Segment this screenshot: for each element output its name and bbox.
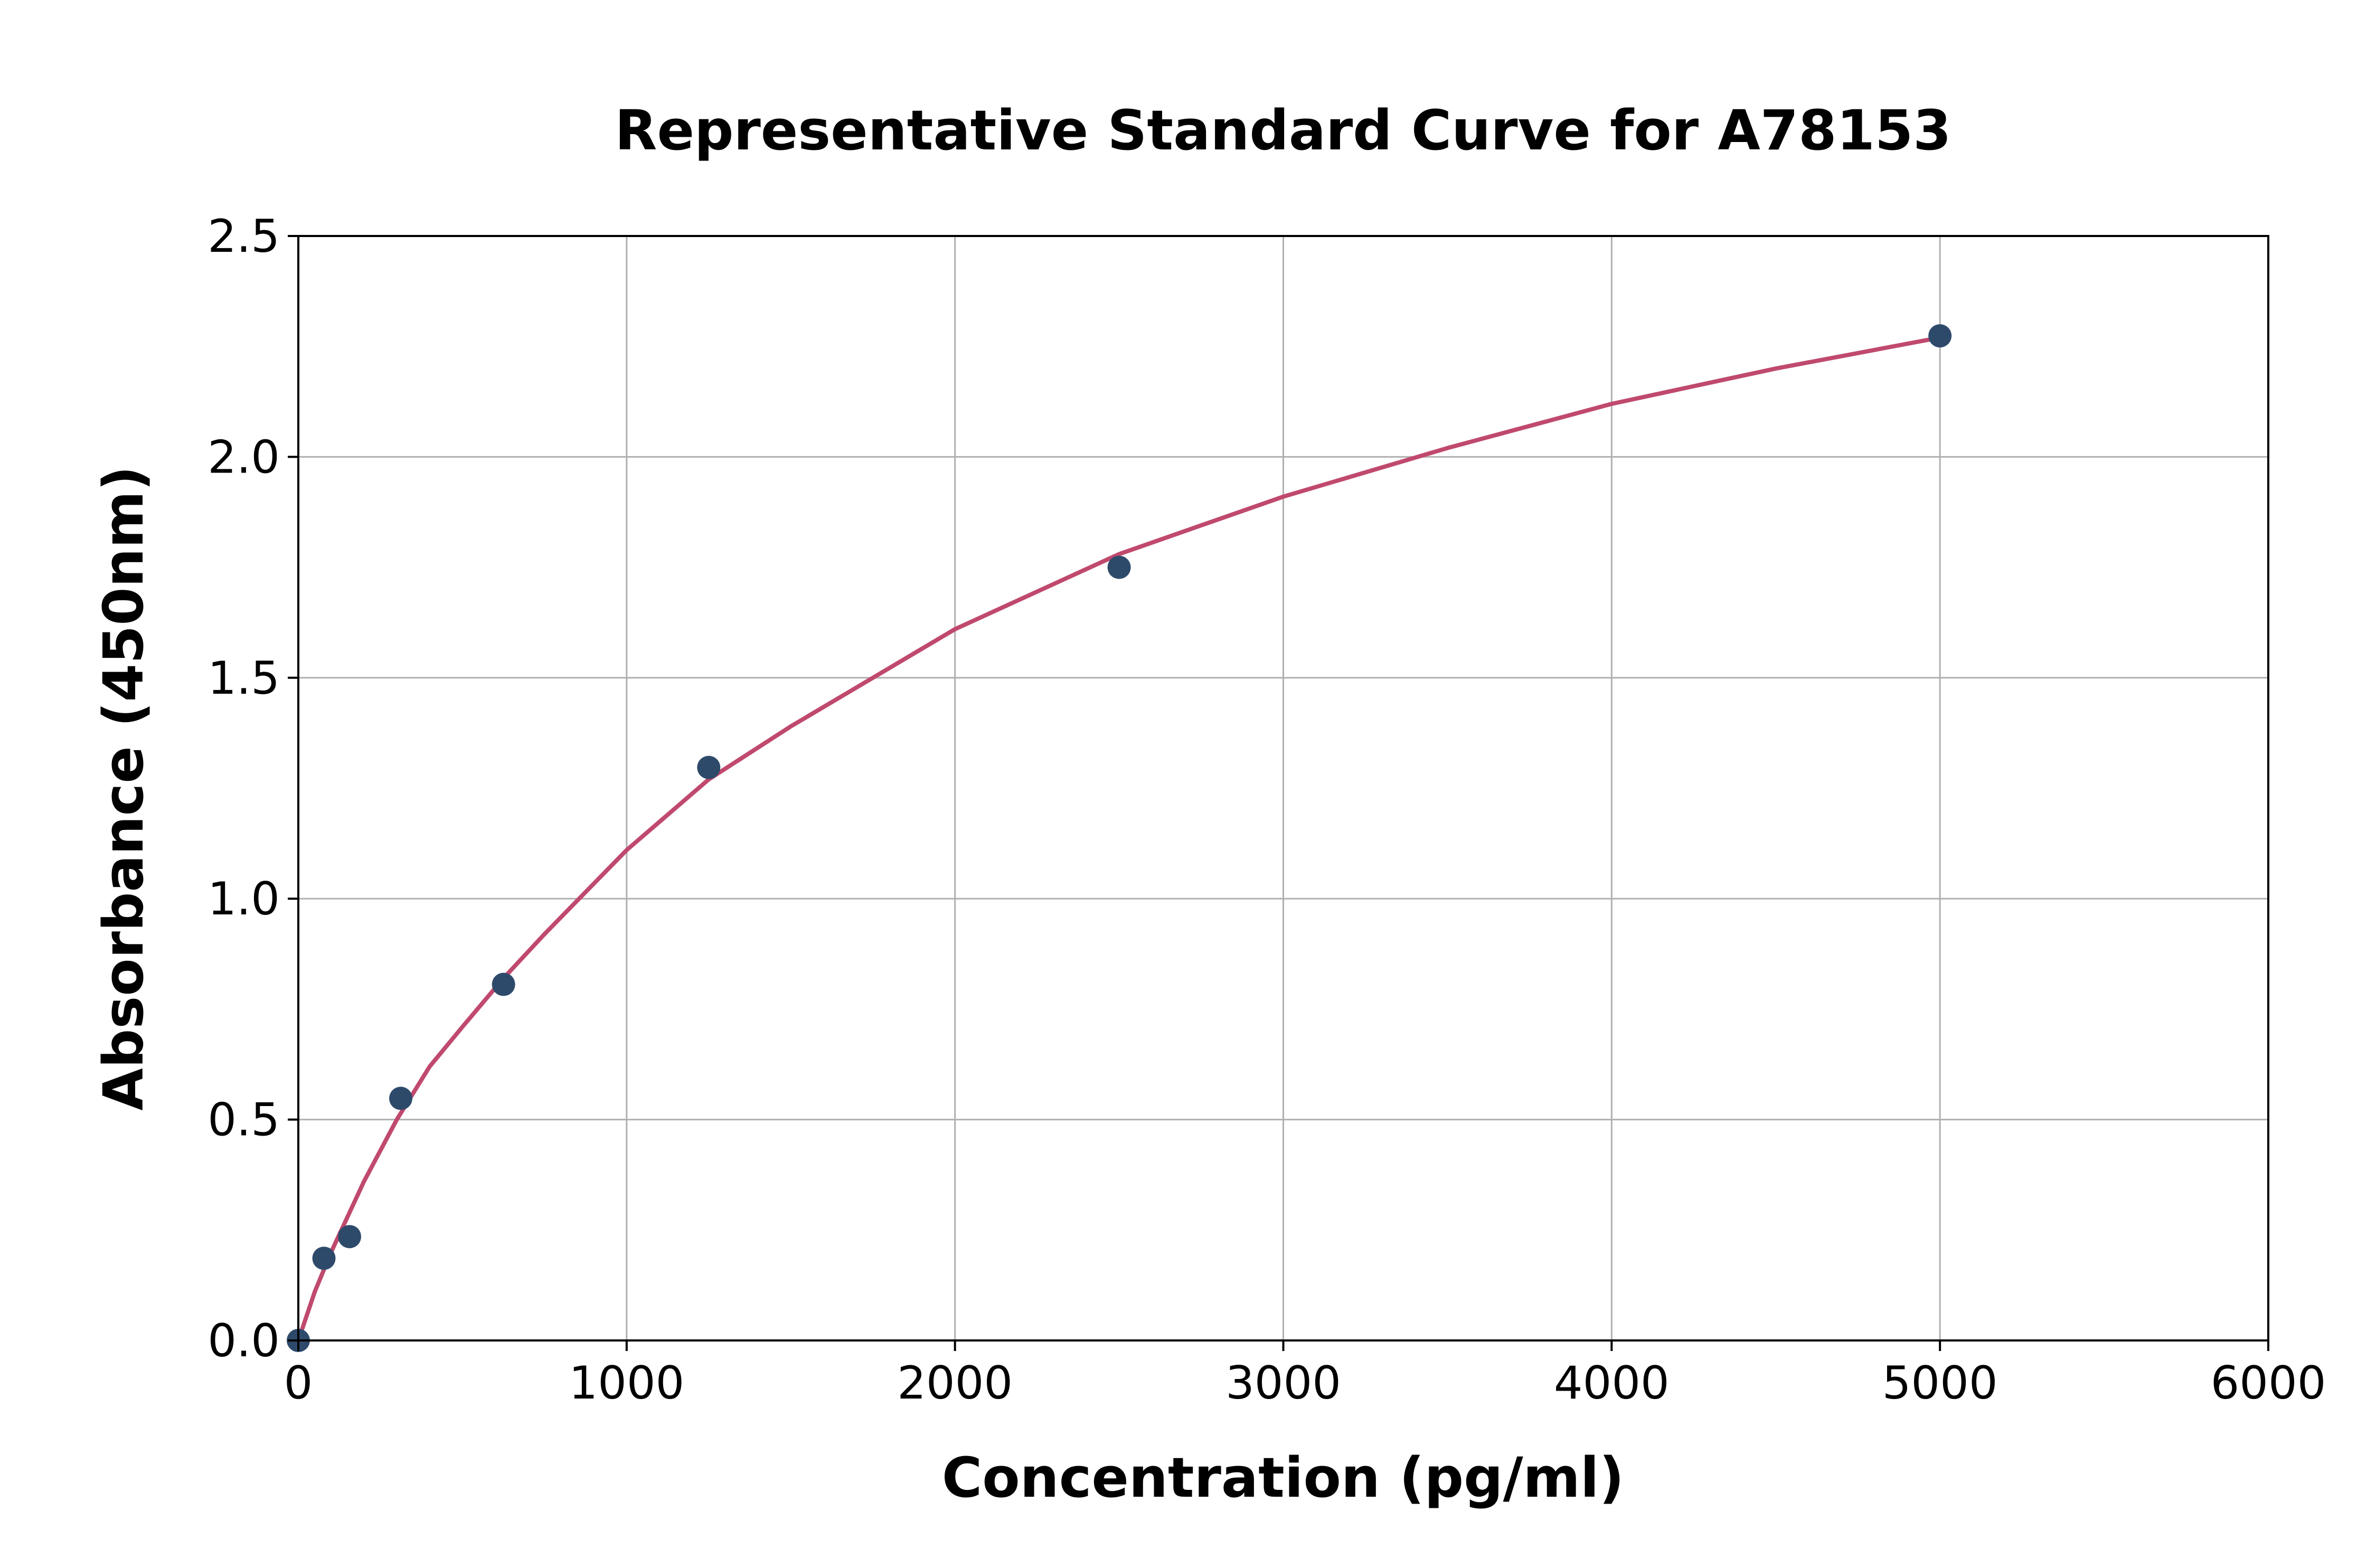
data-point <box>1928 324 1952 348</box>
y-tick-label: 0.5 <box>208 1094 280 1147</box>
y-tick-label: 2.5 <box>208 210 280 263</box>
fit-curve-group <box>296 335 1940 1342</box>
chart-title: Representative Standard Curve for A78153 <box>615 98 1951 163</box>
y-tick-label: 2.0 <box>208 431 280 484</box>
x-tick-label: 2000 <box>897 1357 1013 1410</box>
data-point <box>312 1246 336 1270</box>
x-tick-label: 1000 <box>569 1357 684 1410</box>
x-axis-label: Concentration (pg/ml) <box>942 1446 1624 1510</box>
data-point <box>697 755 721 779</box>
x-tick-label: 0 <box>284 1357 313 1410</box>
y-tick-label: 1.0 <box>208 873 280 925</box>
fit-curve <box>296 335 1940 1342</box>
data-point <box>389 1087 413 1110</box>
grid <box>297 235 2269 1342</box>
y-axis-label: Absorbance (450nm) <box>91 466 156 1110</box>
y-tick-label: 0.0 <box>208 1315 280 1367</box>
data-points <box>287 324 1952 1352</box>
x-tick-label: 4000 <box>1554 1357 1670 1410</box>
x-tick-label: 6000 <box>2211 1357 2326 1410</box>
x-tick-label: 5000 <box>1882 1357 1998 1410</box>
data-point <box>492 972 515 996</box>
data-point <box>1107 555 1131 579</box>
ticks: 0 1000 2000 3000 4000 5000 6000 0.0 0.5 1.0 1.5 2.0… <box>208 210 2326 1410</box>
y-tick-label: 1.5 <box>208 652 280 705</box>
x-tick-label: 3000 <box>1225 1357 1341 1410</box>
data-point <box>338 1225 362 1249</box>
